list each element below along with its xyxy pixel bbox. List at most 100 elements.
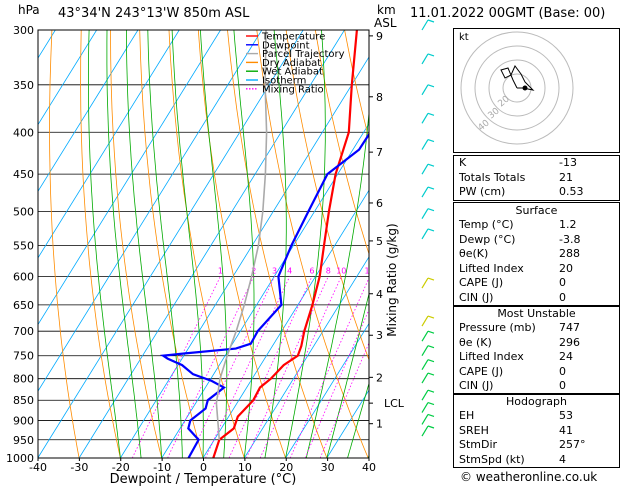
pressure-tick-label: 300	[13, 24, 34, 37]
wind-barb-icon	[427, 163, 435, 167]
legend-entry: Isotherm	[262, 76, 306, 87]
legend-entry: Wet Adiabat	[262, 67, 323, 78]
dry-adiabat-line	[285, 30, 369, 361]
hodograph-table-row: SREH 41	[459, 423, 573, 437]
wind-barb-icon	[421, 345, 429, 357]
isotherm-line	[202, 189, 369, 458]
mixing-ratio-label: 4	[287, 266, 292, 275]
wind-barb-icon	[421, 372, 429, 384]
lcl-label: LCL	[384, 397, 405, 410]
wind-barb-icon	[421, 330, 429, 342]
most-unstable-row: CAPE (J) 0	[459, 364, 566, 378]
wet-adiabat-line	[233, 30, 255, 458]
wet-adiabat-line	[88, 30, 121, 458]
pressure-tick-label: 900	[13, 415, 34, 428]
wind-barb-icon	[421, 425, 429, 437]
temperature-tick-label: -30	[70, 461, 88, 474]
mixing-ratio-line	[131, 276, 221, 458]
temperature-tick-label: 20	[279, 461, 293, 474]
wind-barb-icon	[427, 389, 435, 393]
most-unstable-title: Most Unstable	[497, 307, 576, 320]
most-unstable-row: CIN (J) 0	[459, 379, 566, 393]
wind-barb-icon	[421, 112, 429, 124]
wind-barb-icon	[427, 208, 435, 212]
temperature-tick-label: -40	[29, 461, 47, 474]
wind-barb-icon	[427, 228, 435, 232]
hodograph-table-row: EH 53	[459, 409, 573, 422]
km-tick-label: 7	[376, 146, 383, 159]
wind-barb-icon	[427, 112, 435, 116]
mixing-ratio-label: 10	[336, 266, 346, 275]
surface-row: CIN (J) 0	[459, 290, 566, 304]
wind-barb-icon	[427, 19, 435, 23]
surface-row: Lifted Index 20	[459, 261, 573, 275]
km-unit-label: km	[377, 3, 396, 17]
pressure-tick-label: 400	[13, 126, 34, 139]
legend-entry: Parcel Trajectory	[262, 49, 345, 60]
surface-row: θe(K) 288	[459, 247, 580, 261]
hodograph-table-row: StmDir 257°	[459, 438, 586, 452]
wind-barb-icon	[421, 414, 429, 425]
dewpoint-trace	[160, 132, 369, 458]
wind-barb-icon	[427, 372, 435, 376]
hodograph-table-row: StmSpd (kt) 4	[459, 452, 566, 466]
wind-barb-icon	[427, 401, 435, 406]
dry-adiabat-line	[168, 30, 245, 458]
wind-barb-icon	[427, 139, 435, 143]
index-row: Totals Totals 21	[459, 170, 573, 184]
isotherm-line	[38, 30, 139, 192]
surface-row: Dewp (°C) -3.8	[459, 232, 581, 246]
temperature-trace	[212, 30, 358, 458]
wind-barb-icon	[427, 330, 435, 334]
most-unstable-row: θe (K) 296	[459, 335, 580, 349]
dry-adiabat-line	[80, 30, 121, 458]
dry-adiabat-line	[49, 30, 80, 458]
isotherm-line	[78, 30, 345, 458]
km-tick-label: 8	[376, 91, 383, 104]
legend-entry: Temperature	[261, 32, 325, 43]
isotherm-line	[38, 30, 180, 259]
pressure-tick-label: 500	[13, 206, 34, 219]
temperature-tick-label: 0	[200, 461, 207, 474]
wet-adiabat-line	[126, 30, 163, 458]
dry-adiabat-line	[314, 30, 369, 256]
wind-barb-icon	[421, 359, 429, 370]
hodograph-ring	[460, 31, 574, 145]
datetime-title: 11.01.2022 00GMT (Base: 00)	[410, 6, 606, 21]
asl-label: ASL	[374, 16, 397, 30]
pressure-tick-label: 650	[13, 299, 34, 312]
km-tick-label: 9	[376, 30, 383, 43]
pressure-tick-label: 850	[13, 394, 34, 407]
hodograph: kt 40 30 20	[453, 28, 620, 153]
km-tick-label: 5	[376, 235, 383, 248]
wet-adiabat-line	[305, 108, 369, 458]
wind-barb-icon	[421, 19, 429, 31]
pressure-tick-label: 800	[13, 373, 34, 386]
mixing-ratio-line	[189, 276, 275, 458]
surface-row: Temp (°C) 1.2	[459, 218, 577, 231]
wind-barb-icon	[427, 345, 435, 349]
wind-barb-icon	[421, 186, 429, 198]
mixing-ratio-label: 8	[326, 266, 331, 275]
mixing-ratio-line	[246, 276, 329, 458]
wind-barb-icon	[427, 425, 435, 429]
pressure-tick-label: 700	[13, 325, 34, 338]
wind-barb-icon	[421, 139, 429, 150]
mixing-ratio-line	[228, 276, 313, 458]
hodograph-trace	[500, 65, 535, 91]
isotherm-line	[38, 30, 304, 458]
mixing-ratio-line	[167, 276, 255, 458]
km-tick-label: 3	[376, 329, 383, 342]
legend-entry: Dewpoint	[262, 40, 310, 51]
wet-adiabat-line	[347, 381, 369, 458]
mixing-ratio-label: 6	[309, 266, 314, 275]
copyright-footer: © weatheronline.co.uk	[460, 470, 598, 484]
storm-motion-marker	[522, 85, 528, 91]
parcel-trajectory-trace	[215, 30, 268, 440]
isotherm-line	[0, 30, 14, 458]
wet-adiabat-line	[200, 30, 228, 458]
km-tick-label: 4	[376, 288, 383, 301]
hodograph-table-panel: Hodograph EH 53 SREH 41 StmDir 257° StmSpd …	[453, 393, 620, 469]
wind-barb-icon	[427, 186, 435, 190]
